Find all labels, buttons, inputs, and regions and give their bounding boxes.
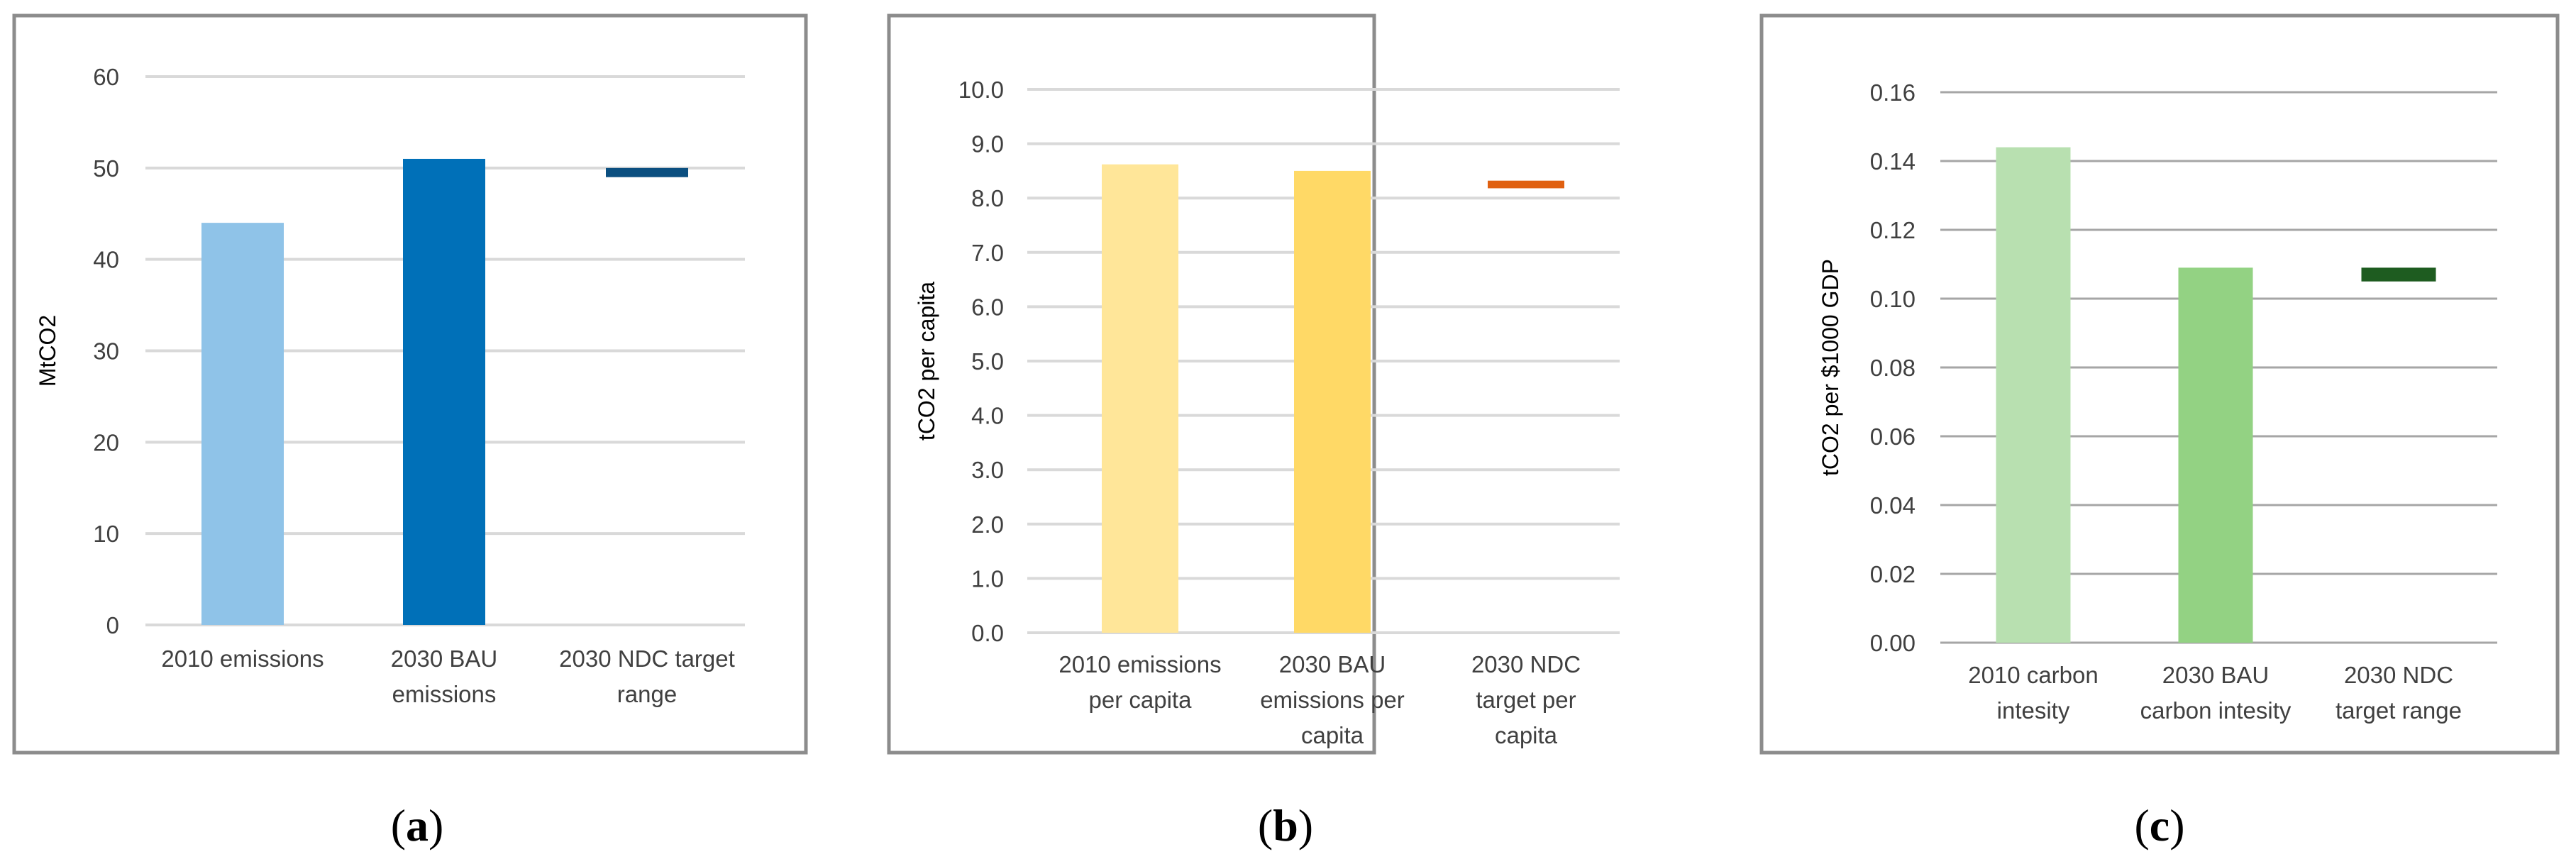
chart-b-bar-2 xyxy=(1294,170,1371,633)
chart-b-category-label-1: 2010 emissions per capita xyxy=(1058,651,1221,713)
chart-b-y-tick-label: 4.0 xyxy=(971,403,1004,429)
chart-b-y-axis-label: tCO2 per capita xyxy=(914,282,939,441)
chart-b-y-tick-label: 2.0 xyxy=(971,511,1004,538)
chart-c-category-label-line: carbon intesity xyxy=(2140,697,2292,724)
chart-a-category-label-1: 2010 emissions xyxy=(161,646,324,672)
chart-c-y-tick-label: 0.10 xyxy=(1870,286,1916,312)
chart-c-frame xyxy=(1759,13,2560,755)
chart-c-panel-label: (c) xyxy=(2134,800,2184,851)
chart-a-y-axis-label: MtCO2 xyxy=(35,315,60,387)
chart-b-panel-label: (b) xyxy=(1258,800,1313,851)
chart-c-category-label-line: target range xyxy=(2335,697,2462,724)
chart-c-y-tick-label: 0.04 xyxy=(1870,492,1916,519)
chart-b-category-label-3: 2030 NDC target per capita xyxy=(1471,651,1581,748)
chart-c-y-tick-label: 0.02 xyxy=(1870,561,1916,587)
chart-c-category-label-line: 2030 NDC xyxy=(2344,662,2453,688)
chart-b-y-tick-label: 10.0 xyxy=(958,77,1004,103)
chart-c-target-range-marker xyxy=(2361,267,2436,282)
chart-a-y-tick-label: 10 xyxy=(93,521,119,547)
chart-a-panel: 0 10 20 30 40 50 60 MtCO2 2010 emissions 2030 BAU… xyxy=(12,13,808,851)
chart-b-category-label-line: emissions per xyxy=(1260,687,1405,713)
chart-c-y-tick-label: 0.08 xyxy=(1870,355,1916,381)
chart-b-y-tick-label: 0.0 xyxy=(971,620,1004,646)
chart-a-y-tick-label: 60 xyxy=(93,64,119,90)
chart-a-bar-2 xyxy=(403,158,485,625)
chart-c-category-label-line: 2030 BAU xyxy=(2162,662,2269,688)
chart-c-category-label-line: 2010 carbon xyxy=(1968,662,2098,688)
chart-a-y-tick-label: 50 xyxy=(93,155,119,182)
chart-c-bar-1 xyxy=(1996,147,2071,643)
chart-b-bar-1 xyxy=(1102,164,1178,633)
chart-b-y-tick-label: 5.0 xyxy=(971,348,1004,375)
chart-b-y-tick-label: 3.0 xyxy=(971,457,1004,483)
chart-b-panel-letter: b xyxy=(1273,800,1298,851)
chart-c-y-tick-label: 0.12 xyxy=(1870,217,1916,243)
chart-a-category-label-line: 2030 NDC target xyxy=(559,646,735,672)
chart-a-category-label-2: 2030 BAU emissions xyxy=(391,646,497,707)
chart-b-category-label-line: 2010 emissions xyxy=(1058,651,1221,677)
chart-b-category-label-line: capita xyxy=(1301,722,1364,748)
chart-b-category-label-2: 2030 BAU emissions per capita xyxy=(1260,651,1405,748)
chart-b-category-label-line: target per xyxy=(1476,687,1576,713)
chart-b-category-label-line: capita xyxy=(1495,722,1558,748)
chart-b-y-tick-label: 1.0 xyxy=(971,565,1004,592)
chart-b-category-label-line: per capita xyxy=(1089,687,1193,713)
chart-a-target-range-marker xyxy=(606,167,688,177)
chart-a-y-tick-label: 30 xyxy=(93,338,119,365)
chart-c-category-label-2: 2030 BAU carbon intesity xyxy=(2140,662,2292,724)
chart-b-y-tick-label: 8.0 xyxy=(971,185,1004,211)
chart-a-y-tick-label: 40 xyxy=(93,247,119,273)
chart-a-y-tick-label: 0 xyxy=(106,612,119,638)
chart-b-y-tick-label: 6.0 xyxy=(971,294,1004,320)
chart-a-category-label-line: 2010 emissions xyxy=(161,646,324,672)
chart-a-bar-1 xyxy=(201,223,284,626)
chart-c-panel: 0.00 0.02 0.04 0.06 0.08 0.10 0.12 0.14 0.16 tCO2… xyxy=(1759,13,2560,851)
chart-c-category-label-3: 2030 NDC target range xyxy=(2335,662,2462,724)
chart-c-y-tick-label: 0.14 xyxy=(1870,148,1916,175)
chart-c-y-tick-label: 0.06 xyxy=(1870,423,1916,450)
chart-a-category-label-line: 2030 BAU xyxy=(391,646,497,672)
chart-b-panel: 0.0 1.0 2.0 3.0 4.0 5.0 6.0 7.0 8.0 9.0 10.0 tCO2 p… xyxy=(887,13,1620,851)
chart-b-y-tick-label: 7.0 xyxy=(971,240,1004,266)
chart-b-target-range-marker xyxy=(1488,180,1564,189)
chart-b-category-label-line: 2030 NDC xyxy=(1471,651,1581,677)
chart-c-y-tick-label: 0.00 xyxy=(1870,630,1916,656)
chart-a-category-label-line: range xyxy=(617,681,677,707)
chart-a-category-label-line: emissions xyxy=(392,681,497,707)
chart-c-y-tick-label: 0.16 xyxy=(1870,79,1916,106)
chart-c-category-label-1: 2010 carbon intesity xyxy=(1968,662,2098,724)
chart-a-panel-letter: a xyxy=(406,800,429,851)
chart-a-panel-label: (a) xyxy=(391,800,444,851)
chart-c-category-label-line: intesity xyxy=(1997,697,2070,724)
chart-b-category-label-line: 2030 BAU xyxy=(1279,651,1386,677)
chart-c-panel-letter: c xyxy=(2150,800,2169,851)
chart-b-y-tick-label: 9.0 xyxy=(971,131,1004,157)
chart-c-bar-2 xyxy=(2178,267,2253,643)
chart-a-y-tick-label: 20 xyxy=(93,429,119,455)
chart-c-y-axis-label: tCO2 per $1000 GDP xyxy=(1818,259,1843,476)
chart-a-category-label-3: 2030 NDC target range xyxy=(559,646,735,707)
